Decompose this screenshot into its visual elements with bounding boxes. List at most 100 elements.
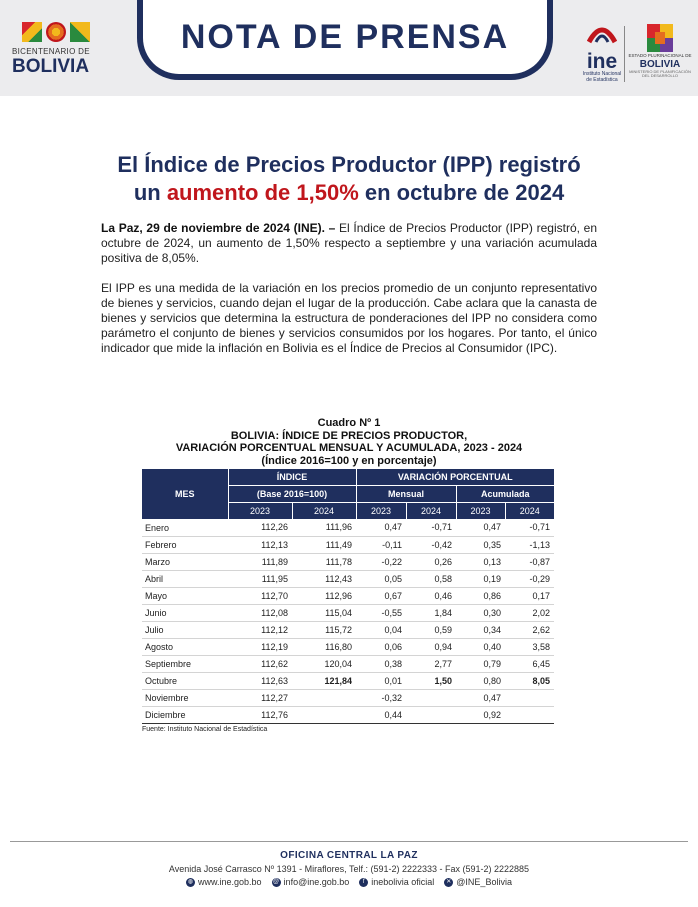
cell-acumulada-2024: 0,17 <box>505 587 554 605</box>
cell-indice-2024: 111,78 <box>292 553 356 571</box>
cell-indice-2023: 112,62 <box>228 655 292 673</box>
cell-mensual-2024: -0,71 <box>406 519 456 537</box>
cell-acumulada-2024: -1,13 <box>505 536 554 554</box>
footer-contacts: ◍ www.ine.gob.bo @ info@ine.gob.bo f inebol… <box>0 877 698 887</box>
cell-mes: Julio <box>142 621 228 639</box>
cell-mensual-2023: -0,55 <box>356 604 406 622</box>
paragraph-1: La Paz, 29 de noviembre de 2024 (INE). –… <box>101 221 597 266</box>
cell-mes: Noviembre <box>142 689 228 707</box>
cell-mes: Febrero <box>142 536 228 554</box>
cell-mensual-2024: 0,26 <box>406 553 456 571</box>
header-variacion: VARIACIÓN PORCENTUAL <box>355 469 554 486</box>
cell-mes: Enero <box>142 519 228 537</box>
cell-mensual-2024: 1,50 <box>406 672 456 690</box>
cell-indice-2024: 116,80 <box>292 638 356 656</box>
table-caption-title-2: VARIACIÓN PORCENTUAL MENSUAL Y ACUMULADA… <box>175 442 523 454</box>
cell-acumulada-2024 <box>505 706 554 724</box>
cell-mensual-2023: 0,38 <box>356 655 406 673</box>
footer-divider <box>10 841 688 842</box>
footer-web-link[interactable]: ◍ www.ine.gob.bo <box>186 877 262 887</box>
footer-facebook-link[interactable]: f inebolivia oficial <box>359 877 434 887</box>
footer-twitter-link[interactable]: ✕ @INE_Bolivia <box>444 877 512 887</box>
cell-mes: Abril <box>142 570 228 588</box>
cell-mes: Junio <box>142 604 228 622</box>
logo-divider <box>624 26 625 82</box>
page-header: BICENTENARIO DE BOLIVIA NOTA DE PRENSA i… <box>0 0 698 96</box>
table-row: Abril 111,95 112,43 0,05 0,58 0,19 -0,29 <box>142 570 554 588</box>
globe-icon: ◍ <box>186 877 196 887</box>
cell-acumulada-2024: -0,29 <box>505 570 554 588</box>
cell-indice-2024: 115,04 <box>292 604 356 622</box>
cell-indice-2023: 112,08 <box>228 604 292 622</box>
cell-mensual-2024: 1,84 <box>406 604 456 622</box>
table-body: Enero 112,26 111,96 0,47 -0,71 0,47 -0,71 Febre… <box>142 519 554 724</box>
paragraph-1-text: El Índice de Precios Productor (IPP) reg… <box>101 221 597 265</box>
table-row: Marzo 111,89 111,78 -0,22 0,26 0,13 -0,87 <box>142 553 554 571</box>
title-line-2-post: en octubre de 2024 <box>358 180 565 205</box>
table-row: Mayo 112,70 112,96 0,67 0,46 0,86 0,17 <box>142 587 554 605</box>
table-caption-number: Cuadro Nº 1 <box>317 417 381 429</box>
table-row: Octubre 112,63 121,84 0,01 1,50 0,80 8,05 <box>142 672 554 690</box>
table-caption-title-1: BOLIVIA: ÍNDICE DE PRECIOS PRODUCTOR, <box>230 429 468 442</box>
dateline: La Paz, 29 de noviembre de 2024 (INE). – <box>101 221 336 235</box>
cell-acumulada-2023: 0,35 <box>456 536 505 554</box>
cell-mensual-2024: -0,42 <box>406 536 456 554</box>
cell-indice-2024 <box>292 706 356 724</box>
bicentenario-emblem <box>22 22 112 42</box>
cell-acumulada-2023: 0,40 <box>456 638 505 656</box>
table-caption-units: (Índice 2016=100 y en porcentaje) <box>261 454 437 467</box>
cell-mensual-2023: -0,22 <box>356 553 406 571</box>
cell-mensual-2024: 0,58 <box>406 570 456 588</box>
cell-acumulada-2023: 0,92 <box>456 706 505 724</box>
title-line-2: un aumento de 1,50% en octubre de 2024 <box>0 179 698 207</box>
cell-mensual-2023: 0,67 <box>356 587 406 605</box>
cell-acumulada-2024: 8,05 <box>505 672 554 690</box>
cell-indice-2024: 112,96 <box>292 587 356 605</box>
twitter-icon: ✕ <box>444 877 454 887</box>
cell-acumulada-2024: 6,45 <box>505 655 554 673</box>
cell-indice-2023: 111,89 <box>228 553 292 571</box>
table-row: Agosto 112,19 116,80 0,06 0,94 0,40 3,58 <box>142 638 554 656</box>
header-year: 2023 <box>455 502 505 519</box>
cell-mensual-2023: 0,47 <box>356 519 406 537</box>
cell-acumulada-2023: 0,13 <box>456 553 505 571</box>
cell-indice-2023: 112,12 <box>228 621 292 639</box>
footer-email-link[interactable]: @ info@ine.gob.bo <box>271 877 349 887</box>
cell-mes: Marzo <box>142 553 228 571</box>
cell-mensual-2024 <box>406 706 456 724</box>
cell-acumulada-2023: 0,47 <box>456 519 505 537</box>
title-line-2-pre: un <box>133 180 167 205</box>
footer-facebook-text: inebolivia oficial <box>371 877 435 887</box>
table-row: Diciembre 112,76 0,44 0,92 <box>142 706 554 724</box>
cell-acumulada-2023: 0,19 <box>456 570 505 588</box>
estado-text: ESTADO PLURINACIONAL DE <box>628 53 692 58</box>
header-year: 2024 <box>504 502 554 519</box>
table-row: Noviembre 112,27 -0,32 0,47 <box>142 689 554 707</box>
cell-mensual-2023: 0,04 <box>356 621 406 639</box>
cell-acumulada-2024: 3,58 <box>505 638 554 656</box>
header-base: (Base 2016=100) <box>227 485 356 503</box>
bicentenario-logo: BICENTENARIO DE BOLIVIA <box>12 22 112 76</box>
footer-address: Avenida José Carrasco Nº 1391 - Miraflor… <box>168 864 530 874</box>
cell-indice-2024: 121,84 <box>292 672 356 690</box>
cell-acumulada-2023: 0,30 <box>456 604 505 622</box>
estado-bolivia-text: BOLIVIA <box>639 58 681 70</box>
press-release-banner: NOTA DE PRENSA <box>137 0 553 80</box>
cell-acumulada-2023: 0,79 <box>456 655 505 673</box>
header-indice: ÍNDICE <box>227 469 356 486</box>
cell-mes: Agosto <box>142 638 228 656</box>
ine-wordmark: ine <box>586 50 618 73</box>
cell-indice-2023: 112,19 <box>228 638 292 656</box>
cell-mensual-2023: 0,06 <box>356 638 406 656</box>
table-row: Septiembre 112,62 120,04 0,38 2,77 0,79 6,45 <box>142 655 554 673</box>
table-row: Julio 112,12 115,72 0,04 0,59 0,34 2,62 <box>142 621 554 639</box>
header-year: 2023 <box>355 502 406 519</box>
header-mensual: Mensual <box>355 485 456 503</box>
table-source: Fuente: Instituto Nacional de Estadístic… <box>142 726 268 733</box>
ine-logo: ine Instituto Nacional de Estadística <box>580 22 624 83</box>
table-caption: Cuadro Nº 1 BOLIVIA: ÍNDICE DE PRECIOS P… <box>101 417 597 467</box>
cell-indice-2023: 112,70 <box>228 587 292 605</box>
ministerio-text: MINISTERIO DE PLANIFICACIÓN DEL DESARROL… <box>629 68 691 79</box>
table-row: Enero 112,26 111,96 0,47 -0,71 0,47 -0,71 <box>142 519 554 537</box>
cell-indice-2024: 111,49 <box>292 536 356 554</box>
